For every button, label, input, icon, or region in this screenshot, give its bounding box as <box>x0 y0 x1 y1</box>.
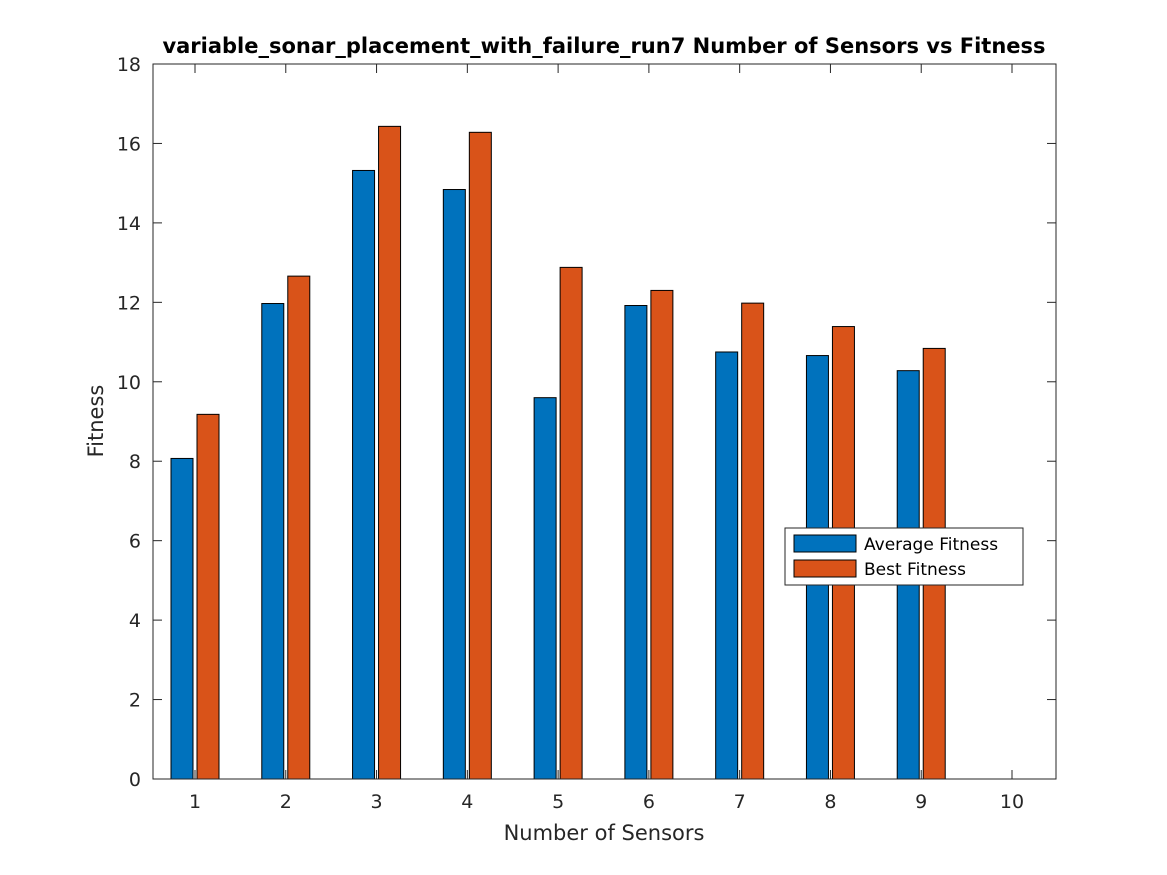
x-tick-label: 5 <box>552 791 564 813</box>
bar-average-fitness-6 <box>624 305 648 780</box>
y-tick-label: 6 <box>129 531 141 553</box>
y-tick-label: 0 <box>129 769 141 791</box>
y-axis-tick-labels: 0 2 4 6 8 10 12 14 16 18 <box>117 54 141 791</box>
x-tick-label: 8 <box>824 791 836 813</box>
bar-average-fitness-3 <box>352 169 376 780</box>
y-tick-label: 8 <box>129 451 141 473</box>
plot-frame <box>152 63 1057 780</box>
legend-label-average-fitness: Average Fitness <box>864 535 998 555</box>
x-tick-label: 3 <box>371 791 383 813</box>
bar-average-fitness-1 <box>170 457 194 780</box>
bar-best-fitness-5 <box>559 266 583 780</box>
x-axis-tick-labels: 1 2 3 4 5 6 7 8 9 10 <box>189 791 1024 813</box>
x-tick-label: 1 <box>189 791 201 813</box>
bar-best-fitness-4 <box>468 131 492 780</box>
bar-best-fitness-3 <box>378 125 402 780</box>
chart-title: variable_sonar_placement_with_failure_ru… <box>162 34 1045 58</box>
x-tick-label: 6 <box>643 791 655 813</box>
x-tick-label: 2 <box>280 791 292 813</box>
x-axis-label: Number of Sensors <box>504 821 705 845</box>
y-tick-label: 10 <box>117 372 141 394</box>
x-tick-label: 9 <box>915 791 927 813</box>
legend-swatch-average-fitness <box>793 534 857 553</box>
legend: Average Fitness Best Fitness <box>784 527 1024 586</box>
y-tick-label: 16 <box>117 133 141 155</box>
x-tick-label: 7 <box>734 791 746 813</box>
y-tick-label: 4 <box>129 610 141 632</box>
plot-area <box>152 63 1057 780</box>
bar-best-fitness-2 <box>287 275 311 780</box>
bar-best-fitness-1 <box>196 413 220 780</box>
y-tick-label: 18 <box>117 54 141 76</box>
y-tick-label: 2 <box>129 690 141 712</box>
bar-average-fitness-2 <box>261 303 285 780</box>
y-axis-label: Fitness <box>84 385 108 458</box>
axis-ticks <box>153 63 1056 780</box>
y-tick-label: 14 <box>117 213 141 235</box>
y-tick-label: 12 <box>117 292 141 314</box>
x-tick-label: 4 <box>461 791 473 813</box>
legend-label-best-fitness: Best Fitness <box>864 560 966 580</box>
x-tick-label: 10 <box>1000 791 1024 813</box>
legend-swatch-best-fitness <box>793 559 857 578</box>
bar-average-fitness-7 <box>715 351 739 780</box>
bar-average-fitness-5 <box>533 397 557 780</box>
bar-best-fitness-6 <box>650 289 674 780</box>
bar-best-fitness-7 <box>741 302 765 780</box>
bar-average-fitness-4 <box>442 189 466 780</box>
